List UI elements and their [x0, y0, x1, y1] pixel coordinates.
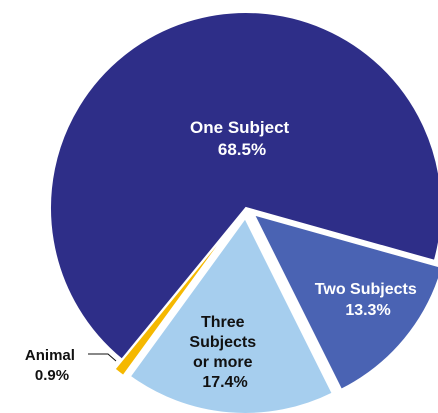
slice-label-three-subjects-value: 17.4%: [202, 374, 247, 391]
slice-label-three-subjects-line1: Three: [201, 314, 245, 331]
slice-label-animal-name: Animal: [25, 347, 75, 364]
slice-label-three-subjects: Three Subjects or more 17.4%: [189, 314, 260, 391]
slice-label-three-subjects-line2: Subjects: [189, 334, 256, 351]
slice-label-two-subjects-name: Two Subjects: [315, 281, 417, 298]
pie-labels: One Subject 68.5% Two Subjects 13.3% Thr…: [25, 118, 421, 391]
slice-label-animal: Animal 0.9%: [25, 347, 79, 384]
slice-label-one-subject-value: 68.5%: [218, 140, 266, 159]
slice-label-animal-value: 0.9%: [35, 367, 69, 384]
slice-label-two-subjects: Two Subjects 13.3%: [315, 281, 421, 319]
slice-label-one-subject: One Subject 68.5%: [190, 118, 294, 159]
animal-leader-line: [88, 353, 117, 362]
pie-slice-three-subjects-or-more: [128, 216, 335, 413]
pie-slice-two-subjects: [251, 212, 438, 392]
slice-label-two-subjects-value: 13.3%: [345, 302, 390, 319]
slice-label-three-subjects-line3: or more: [193, 354, 253, 371]
slice-label-one-subject-name: One Subject: [190, 118, 290, 137]
pie-slice-one-subject: [49, 11, 438, 362]
pie-slice-animal: [113, 216, 240, 378]
pie-slices: [49, 11, 438, 413]
